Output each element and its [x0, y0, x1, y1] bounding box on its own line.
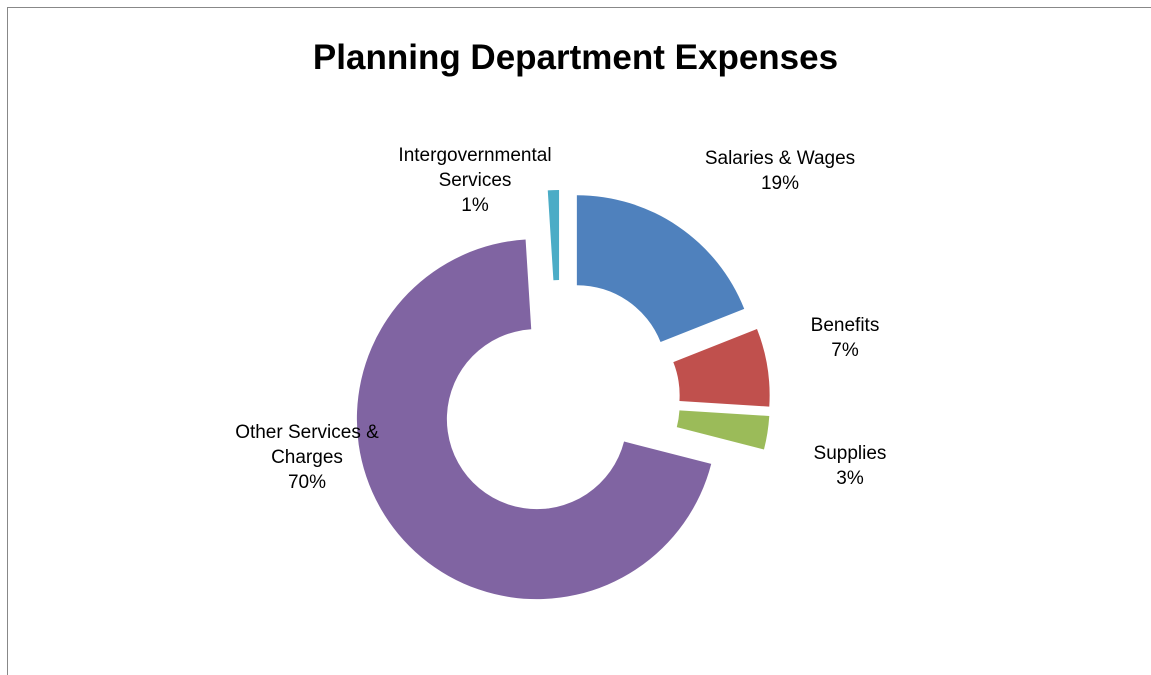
- value-label: 19%: [760, 173, 800, 194]
- donut-slice: [676, 410, 770, 450]
- donut-slice: [356, 239, 712, 600]
- value-label: 70%: [287, 472, 327, 493]
- value-label: 1%: [461, 195, 489, 216]
- donut-slice: [547, 190, 560, 281]
- slice-label: Salaries & Wages: [704, 148, 856, 169]
- value-label: 3%: [836, 468, 864, 489]
- slice-label: Intergovernmental Services: [398, 145, 552, 191]
- frame: [7, 7, 1151, 675]
- chart-title: Planning Department Expenses: [312, 38, 839, 77]
- slice-label: Other Services & Charges: [235, 422, 379, 468]
- slice-label: Supplies: [813, 443, 887, 464]
- donut-slice: [673, 329, 770, 407]
- value-label: 7%: [831, 340, 859, 361]
- donut-slice: [576, 195, 745, 343]
- slice-label: Benefits: [810, 315, 880, 336]
